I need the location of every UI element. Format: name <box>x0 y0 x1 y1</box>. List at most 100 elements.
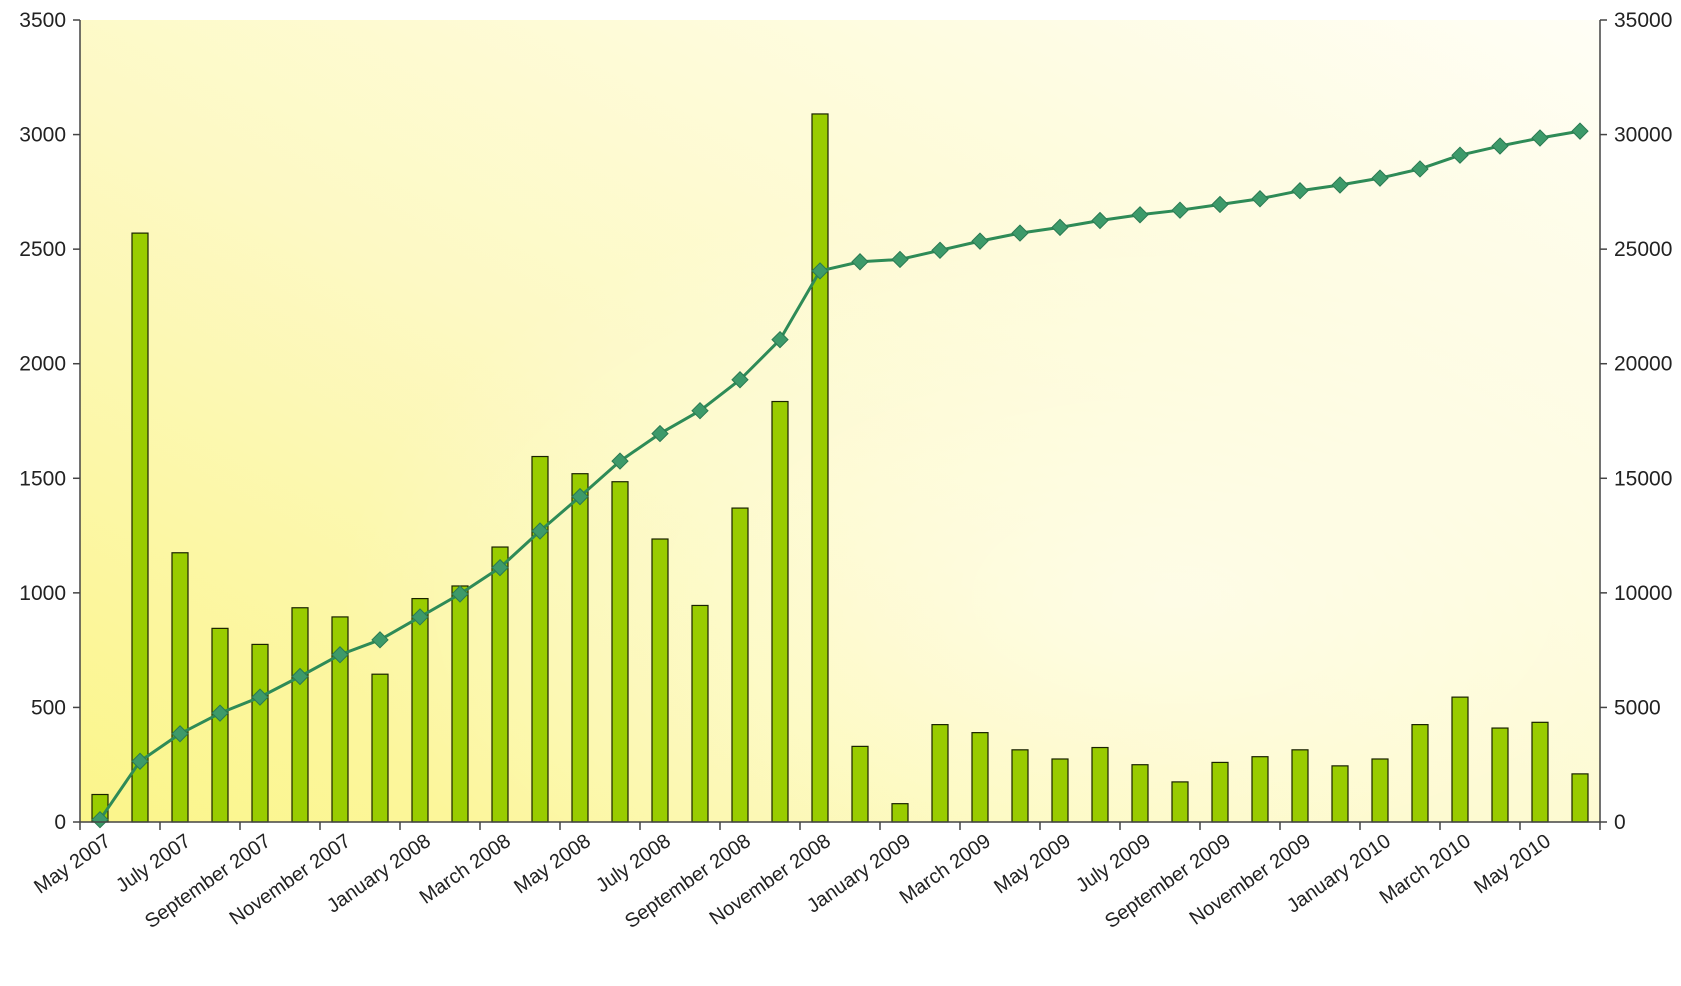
line-point <box>371 631 389 649</box>
line-point <box>1091 211 1109 230</box>
line-point <box>811 262 829 280</box>
x-tick-label: May 2010 <box>1470 830 1555 898</box>
bar <box>1571 773 1589 823</box>
line-point <box>1411 160 1429 178</box>
y-tick-label-right: 25000 <box>1614 238 1672 261</box>
x-tick-label: March 2010 <box>1376 830 1475 909</box>
line-point <box>131 752 149 770</box>
bar <box>1091 746 1109 823</box>
y-tick-label-left: 500 <box>31 696 66 719</box>
bar <box>931 724 949 823</box>
line-point <box>611 452 629 470</box>
line-point <box>171 725 189 743</box>
line-point <box>251 688 269 706</box>
line-point <box>1571 122 1589 140</box>
bar <box>811 113 829 823</box>
y-tick-label-left: 3000 <box>19 124 66 147</box>
line-point <box>1331 176 1349 194</box>
bar <box>251 643 269 823</box>
bar <box>611 481 629 823</box>
y-axis-right-ticks: 0 5000 10000 15000 20000 25000 30000 35000 <box>1600 9 1672 834</box>
line-point <box>1291 182 1309 200</box>
line-point <box>691 401 709 420</box>
y-tick-label-right: 20000 <box>1614 353 1672 376</box>
bar <box>531 455 549 823</box>
bar <box>731 507 749 823</box>
x-tick-label: May 2009 <box>990 830 1075 898</box>
line-series <box>91 122 1589 829</box>
bar <box>1411 724 1429 823</box>
line-point <box>1051 218 1069 237</box>
bar <box>851 745 869 823</box>
line-point <box>1531 129 1549 147</box>
y-tick-label-left: 1500 <box>19 467 66 490</box>
bar <box>1291 749 1309 823</box>
x-tick-label: May 2008 <box>510 830 595 898</box>
bar <box>691 604 709 823</box>
line-point <box>291 667 309 686</box>
y-tick-label-left: 0 <box>54 811 66 834</box>
bar <box>771 400 789 823</box>
line-point <box>211 704 229 722</box>
bar <box>571 473 589 823</box>
bar-series <box>91 113 1589 823</box>
line-point <box>331 646 349 664</box>
line-point <box>1011 224 1029 242</box>
x-tick-label: March 2009 <box>896 830 995 909</box>
line-point <box>1371 169 1389 187</box>
line-point <box>451 585 469 603</box>
line-point <box>731 371 749 389</box>
bar <box>451 585 469 823</box>
bar <box>1531 721 1549 823</box>
bar <box>371 673 389 823</box>
y-axis-left-ticks: 0 500 1000 1500 2000 2500 3000 3500 <box>19 9 80 834</box>
line-point <box>1131 206 1149 224</box>
bar <box>1011 749 1029 823</box>
y-tick-label-left: 2000 <box>19 353 66 376</box>
line-point <box>1251 190 1269 208</box>
line-point <box>891 250 909 269</box>
line-point <box>1491 137 1509 155</box>
x-tick-label: March 2008 <box>416 830 515 909</box>
y-tick-label-right: 35000 <box>1614 9 1672 32</box>
bar <box>1331 765 1349 823</box>
y-tick-label-left: 3500 <box>19 9 66 32</box>
bar <box>891 803 909 823</box>
x-tick-label: May 2007 <box>30 830 115 898</box>
line-point <box>851 253 869 271</box>
y-tick-label-right: 5000 <box>1614 696 1661 719</box>
line-point <box>931 241 949 259</box>
bar <box>211 627 229 823</box>
bar <box>1051 758 1069 823</box>
line-point <box>411 608 429 626</box>
line-point <box>651 424 669 443</box>
line-point <box>531 522 549 540</box>
bar <box>491 546 509 823</box>
y-tick-label-right: 30000 <box>1614 124 1672 147</box>
bar <box>1171 781 1189 823</box>
line-point <box>1171 201 1189 219</box>
y-tick-label-right: 15000 <box>1614 467 1672 490</box>
bar <box>1451 696 1469 823</box>
bar <box>971 732 989 823</box>
line-point <box>1451 146 1469 164</box>
bar <box>131 232 149 823</box>
bar <box>1371 758 1389 823</box>
y-tick-label-right: 0 <box>1614 811 1626 834</box>
line-point <box>91 811 109 829</box>
line-point <box>491 558 509 577</box>
bar <box>1491 727 1509 823</box>
bar <box>651 538 669 823</box>
line-point <box>571 487 589 506</box>
bar <box>1131 764 1149 823</box>
y-tick-label-left: 2500 <box>19 238 66 261</box>
y-tick-label-left: 1000 <box>19 582 66 605</box>
bar <box>1251 756 1269 823</box>
line-point <box>1211 195 1229 214</box>
y-tick-label-right: 10000 <box>1614 582 1672 605</box>
axes <box>79 20 1601 823</box>
line-point <box>771 330 789 349</box>
